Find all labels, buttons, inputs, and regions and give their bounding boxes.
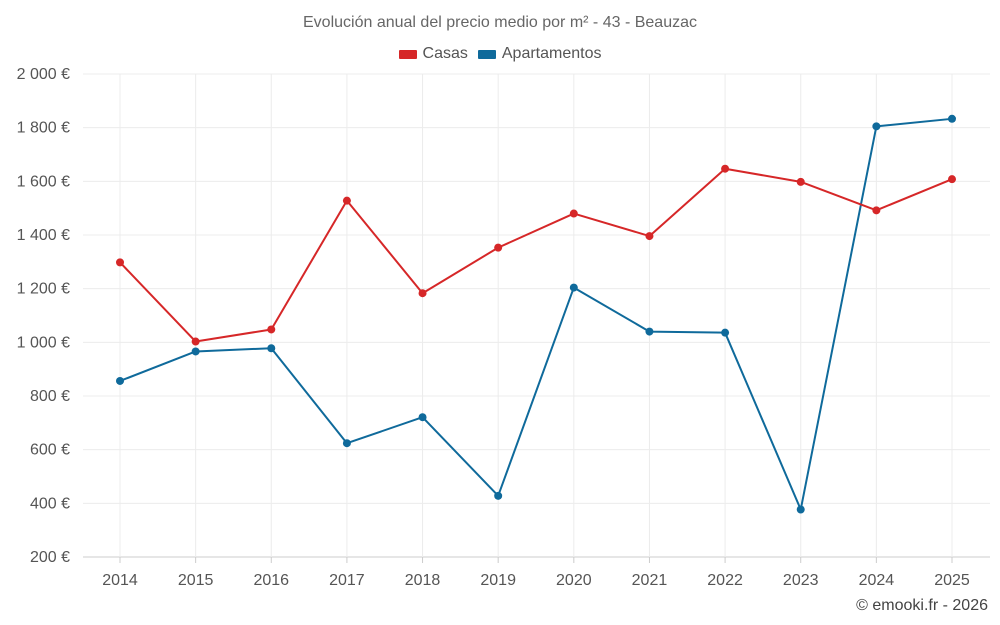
y-tick-label: 800 € (30, 388, 70, 405)
legend-item-apartamentos[interactable]: Apartamentos (477, 45, 602, 63)
data-point-apartamentos (721, 328, 730, 337)
data-point-casas (872, 206, 881, 215)
data-point-apartamentos (116, 376, 124, 385)
data-point-casas (267, 325, 276, 334)
legend: Casas Apartamentos (0, 45, 1000, 63)
credit-text: © emooki.fr - 2026 (856, 597, 988, 614)
series-line-apartamentos (119, 117, 953, 511)
y-tick-label: 1 800 € (17, 120, 70, 137)
y-tick-label: 1 600 € (17, 173, 70, 190)
data-point-casas (116, 258, 124, 267)
data-point-casas (948, 175, 956, 184)
legend-item-casas[interactable]: Casas (398, 45, 468, 63)
data-point-apartamentos (494, 491, 503, 500)
data-point-apartamentos (191, 347, 200, 356)
y-tick-label: 600 € (30, 442, 70, 459)
y-tick-label: 2 000 € (17, 66, 70, 83)
data-point-apartamentos (342, 439, 351, 448)
data-point-apartamentos (796, 505, 805, 514)
legend-swatch-casas (398, 49, 417, 59)
x-tick-label: 2015 (178, 572, 214, 589)
data-point-apartamentos (569, 283, 578, 292)
data-point-apartamentos (872, 122, 881, 131)
y-tick-label: 200 € (30, 549, 70, 566)
legend-swatch-apartamentos (477, 49, 496, 59)
data-point-casas (342, 196, 351, 205)
x-tick-label: 2022 (707, 572, 743, 589)
data-point-apartamentos (948, 114, 956, 123)
data-point-apartamentos (267, 344, 276, 353)
x-tick-label: 2020 (556, 572, 592, 589)
y-tick-label: 1 200 € (17, 281, 70, 298)
y-tick-label: 400 € (30, 495, 70, 512)
data-point-casas (645, 232, 654, 241)
data-point-casas (418, 289, 427, 298)
series-line-casas (119, 167, 953, 343)
data-point-apartamentos (645, 327, 654, 336)
x-tick-label: 2018 (405, 572, 441, 589)
x-tick-label: 2025 (934, 572, 970, 589)
legend-label-apartamentos: Apartamentos (501, 45, 602, 62)
data-point-casas (721, 164, 730, 173)
x-tick-label: 2021 (632, 572, 668, 589)
data-point-casas (191, 337, 200, 346)
x-tick-label: 2014 (102, 572, 138, 589)
x-tick-label: 2016 (253, 572, 289, 589)
x-tick-label: 2019 (480, 572, 516, 589)
legend-label-casas: Casas (422, 45, 468, 62)
chart-title: Evolución anual del precio medio por m² … (303, 14, 697, 31)
y-tick-label: 1 400 € (17, 227, 70, 244)
data-point-apartamentos (418, 413, 427, 422)
x-tick-label: 2024 (859, 572, 895, 589)
data-point-casas (494, 243, 503, 252)
x-tick-label: 2023 (783, 572, 819, 589)
y-tick-label: 1 000 € (17, 334, 70, 351)
data-point-casas (796, 177, 805, 186)
data-point-casas (569, 209, 578, 218)
x-tick-label: 2017 (329, 572, 365, 589)
